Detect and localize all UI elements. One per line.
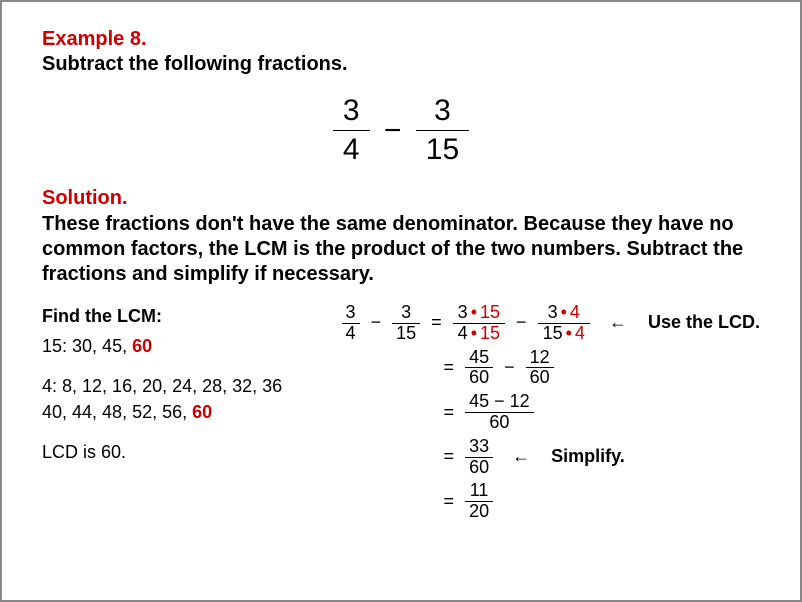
solution-columns: Find the LCM: 15: 30, 45, 60 4: 8, 12, 1… bbox=[42, 303, 760, 526]
note-simplify: Simplify. bbox=[551, 447, 625, 467]
solution-label: Solution. bbox=[42, 187, 760, 210]
l2-equals: = bbox=[438, 358, 461, 378]
l2-frac-a: 45 60 bbox=[465, 348, 493, 389]
l1-frac-a: 3 4 bbox=[342, 303, 360, 344]
l1-b-num: 3 bbox=[392, 303, 420, 323]
l1-prod-2: 3•4 15•4 bbox=[538, 303, 590, 344]
l4-frac: 33 60 bbox=[465, 437, 493, 478]
l4-equals: = bbox=[438, 447, 461, 467]
l1-a-num: 3 bbox=[342, 303, 360, 323]
l2-a-den: 60 bbox=[465, 367, 493, 388]
problem-prompt: Subtract the following fractions. bbox=[42, 53, 760, 76]
fraction-2: 3 15 bbox=[416, 92, 469, 169]
fraction-2-numerator: 3 bbox=[416, 92, 469, 130]
work-column: 3 4 − 3 15 = 3•15 4•15 − 3•4 15•4 ← bbox=[342, 303, 760, 526]
l1-prod-1: 3•15 4•15 bbox=[453, 303, 505, 344]
multiples-15-values: 30, 45, bbox=[72, 336, 132, 356]
fraction-1-denominator: 4 bbox=[333, 130, 370, 169]
l3-equals: = bbox=[438, 403, 461, 423]
l2-minus: − bbox=[498, 358, 521, 378]
note-use-lcd: Use the LCD. bbox=[648, 313, 760, 333]
arrow-left-icon: ← bbox=[609, 313, 627, 333]
multiples-4-line1: 8, 12, 16, 20, 24, 28, 32, 36 bbox=[62, 376, 282, 396]
multiples-4-hit: 60 bbox=[192, 402, 212, 422]
problem-expression: 3 4 − 3 15 bbox=[42, 92, 760, 169]
work-line-1: 3 4 − 3 15 = 3•15 4•15 − 3•4 15•4 ← bbox=[342, 303, 760, 344]
l3-num: 45 − 12 bbox=[465, 392, 534, 412]
work-line-3: = 45 − 12 60 bbox=[438, 392, 760, 433]
l2-frac-b: 12 60 bbox=[526, 348, 554, 389]
multiples-4-label: 4: bbox=[42, 376, 62, 396]
l5-num: 11 bbox=[465, 481, 493, 501]
fraction-1-numerator: 3 bbox=[333, 92, 370, 130]
solution-explanation: These fractions don't have the same deno… bbox=[42, 212, 760, 287]
work-line-4: = 33 60 ← Simplify. bbox=[438, 437, 760, 478]
multiples-15-label: 15: bbox=[42, 336, 72, 356]
l5-frac: 11 20 bbox=[465, 481, 493, 522]
multiples-of-15: 15: 30, 45, 60 bbox=[42, 333, 324, 359]
l1-frac-b: 3 15 bbox=[392, 303, 420, 344]
multiples-15-hit: 60 bbox=[132, 336, 152, 356]
l2-b-num: 12 bbox=[526, 348, 554, 368]
l1-p2-den: 15•4 bbox=[538, 323, 590, 344]
l1-p1-num: 3•15 bbox=[453, 303, 505, 323]
l4-num: 33 bbox=[465, 437, 493, 457]
l3-den: 60 bbox=[465, 412, 534, 433]
l1-b-den: 15 bbox=[392, 323, 420, 344]
multiples-of-4: 4: 8, 12, 16, 20, 24, 28, 32, 36 40, 44,… bbox=[42, 373, 324, 425]
l1-equals: = bbox=[425, 313, 448, 333]
l1-minus-2: − bbox=[510, 313, 533, 333]
multiples-4-line2: 40, 44, 48, 52, 56, bbox=[42, 402, 192, 422]
l1-p2-num: 3•4 bbox=[538, 303, 590, 323]
fraction-1: 3 4 bbox=[333, 92, 370, 169]
lcm-header: Find the LCM: bbox=[42, 303, 324, 329]
lcd-statement: LCD is 60. bbox=[42, 439, 324, 465]
work-line-2: = 45 60 − 12 60 bbox=[438, 348, 760, 389]
l5-den: 20 bbox=[465, 501, 493, 522]
l5-equals: = bbox=[438, 492, 461, 512]
l1-a-den: 4 bbox=[342, 323, 360, 344]
lcm-column: Find the LCM: 15: 30, 45, 60 4: 8, 12, 1… bbox=[42, 303, 324, 465]
l1-p1-den: 4•15 bbox=[453, 323, 505, 344]
l2-a-num: 45 bbox=[465, 348, 493, 368]
l1-minus: − bbox=[365, 313, 388, 333]
l3-frac: 45 − 12 60 bbox=[465, 392, 534, 433]
arrow-left-icon: ← bbox=[512, 447, 530, 467]
l4-den: 60 bbox=[465, 457, 493, 478]
work-line-5: = 11 20 bbox=[438, 481, 760, 522]
minus-operator: − bbox=[378, 114, 408, 148]
worksheet-page: Example 8. Subtract the following fracti… bbox=[0, 0, 802, 602]
example-label: Example 8. bbox=[42, 28, 760, 51]
l2-b-den: 60 bbox=[526, 367, 554, 388]
fraction-2-denominator: 15 bbox=[416, 130, 469, 169]
